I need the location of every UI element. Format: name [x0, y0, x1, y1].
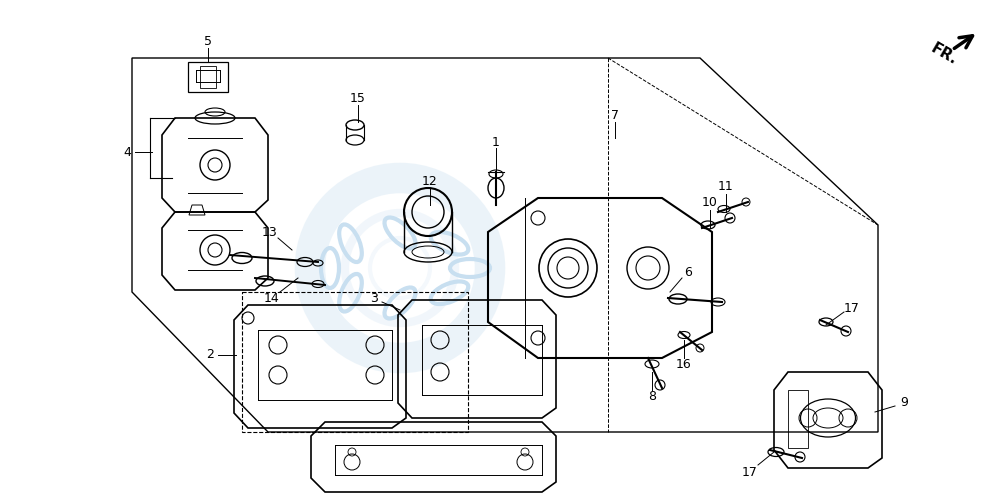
Text: 16: 16 — [676, 359, 692, 372]
Text: 12: 12 — [422, 174, 437, 187]
Text: 1: 1 — [492, 135, 499, 148]
Text: 17: 17 — [844, 302, 860, 315]
Text: 17: 17 — [742, 465, 758, 478]
Text: 9: 9 — [900, 395, 908, 408]
Text: 4: 4 — [123, 145, 131, 158]
Text: 7: 7 — [611, 109, 619, 122]
Text: 15: 15 — [350, 92, 366, 105]
Text: 8: 8 — [648, 390, 656, 403]
Text: 2: 2 — [206, 349, 214, 362]
Text: 14: 14 — [264, 292, 280, 305]
Text: 10: 10 — [702, 195, 718, 208]
Text: 11: 11 — [718, 179, 734, 192]
Text: 5: 5 — [204, 35, 212, 48]
Text: 6: 6 — [684, 266, 692, 279]
Text: FR.: FR. — [928, 41, 960, 68]
Text: 13: 13 — [262, 225, 278, 238]
Text: 3: 3 — [370, 292, 378, 305]
